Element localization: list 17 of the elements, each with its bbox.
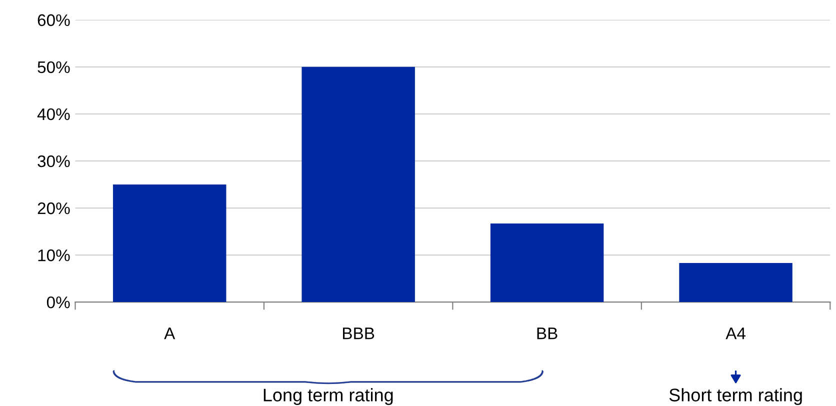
y-tick-label: 40% xyxy=(37,108,70,120)
y-tick-label: 50% xyxy=(38,61,70,74)
x-tick-label: BBB xyxy=(343,328,374,340)
y-tick-label: 0% xyxy=(46,296,70,308)
y-tick-label: 60% xyxy=(38,14,70,26)
text: Long term rating xyxy=(264,388,393,406)
y-tick-label: 10% xyxy=(38,249,70,262)
x-tick-label: A xyxy=(164,328,176,340)
y-tick-label: 30% xyxy=(38,155,70,168)
text: Short term rating xyxy=(669,388,802,406)
bar xyxy=(679,263,792,302)
y-tick-label: 20% xyxy=(38,202,70,214)
bar xyxy=(490,224,604,302)
bar xyxy=(112,184,226,302)
bar xyxy=(302,66,415,302)
x-tick-label: BB xyxy=(537,328,558,340)
x-tick-label: A4 xyxy=(726,328,746,340)
